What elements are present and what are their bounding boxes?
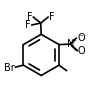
- Text: Br: Br: [4, 63, 15, 73]
- Text: F: F: [49, 12, 54, 22]
- Text: O: O: [77, 46, 85, 56]
- Text: +: +: [70, 38, 76, 44]
- Text: F: F: [26, 20, 31, 30]
- Text: N: N: [67, 39, 74, 49]
- Text: -: -: [79, 31, 82, 40]
- Text: O: O: [77, 33, 85, 43]
- Text: F: F: [27, 12, 33, 22]
